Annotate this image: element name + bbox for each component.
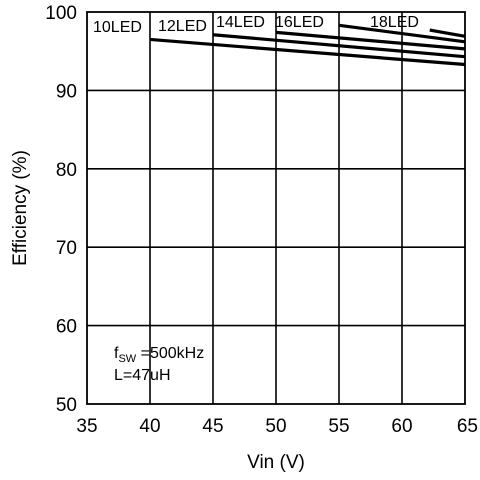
x-tick-label: 35 — [76, 416, 97, 437]
series-line-14led — [275, 30, 466, 51]
series-lines — [149, 23, 466, 67]
switching-frequency-note: fSW =500kHz — [114, 345, 204, 365]
series-label-16led: 16LED — [275, 14, 324, 31]
x-tick-labels: 35 40 45 50 55 60 65 — [76, 416, 478, 437]
x-tick-label: 60 — [391, 416, 412, 437]
x-axis-label: Vin (V) — [247, 452, 305, 473]
series-line-18led — [429, 28, 466, 38]
y-tick-label: 60 — [56, 317, 77, 338]
y-tick-labels: 50 60 70 80 90 100 — [45, 3, 77, 416]
frequency-subscript: SW — [118, 353, 136, 365]
y-tick-label: 80 — [56, 160, 77, 181]
x-tick-label: 55 — [328, 416, 349, 437]
frequency-value: =500kHz — [136, 345, 204, 362]
x-tick-label: 45 — [202, 416, 223, 437]
y-axis-label: Efficiency (%) — [10, 150, 31, 266]
x-tick-label: 50 — [265, 416, 286, 437]
series-labels: 10LED 12LED 14LED 16LED 18LED — [93, 14, 419, 36]
series-label-12led: 12LED — [158, 18, 207, 35]
series-label-14led: 14LED — [216, 14, 265, 31]
grid-lines — [87, 12, 465, 404]
x-tick-label: 65 — [457, 416, 478, 437]
y-tick-label: 100 — [45, 3, 77, 24]
frequency-symbol: f — [114, 345, 119, 362]
y-tick-label: 50 — [56, 395, 77, 416]
series-line-16led — [338, 23, 466, 44]
series-label-18led: 18LED — [370, 14, 419, 31]
series-label-10led: 10LED — [93, 19, 142, 36]
condition-annotation: fSW =500kHz L=47uH — [114, 345, 204, 384]
series-line-10led — [149, 37, 466, 67]
y-tick-label: 70 — [56, 238, 77, 259]
plot-frame — [86, 11, 466, 405]
inductance-note: L=47uH — [114, 367, 171, 384]
y-tick-label: 90 — [56, 81, 77, 102]
series-line-12led — [212, 33, 466, 59]
x-tick-label: 40 — [139, 416, 160, 437]
